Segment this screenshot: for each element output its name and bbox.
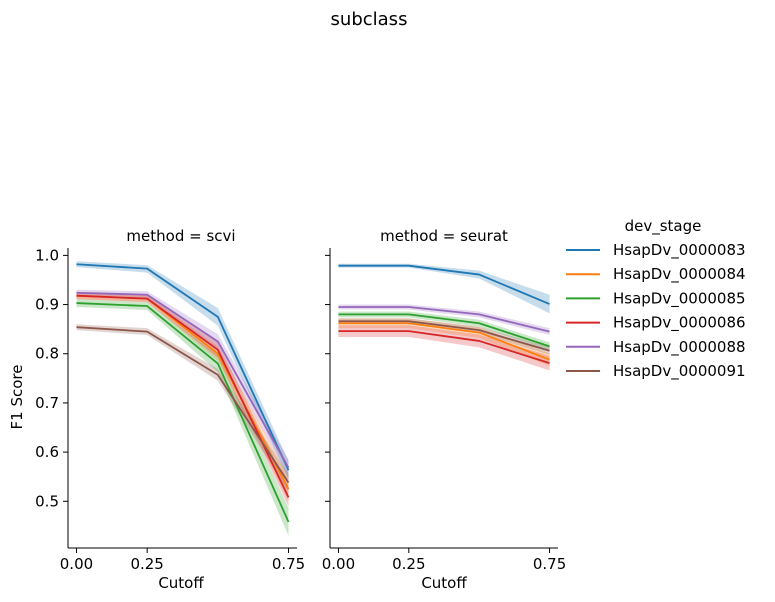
- y-tick-label: 0.7: [35, 394, 59, 412]
- series-line-seurat-hsapdv-0000086: [338, 330, 550, 364]
- x-tick-label-seurat: 0.75: [533, 555, 566, 573]
- facet-title-seurat: method = seurat: [380, 227, 508, 245]
- legend-title: dev_stage: [625, 217, 702, 236]
- series-line-scvi-hsapdv-0000086: [76, 294, 290, 498]
- y-tick-label: 0.9: [35, 296, 59, 314]
- ci-band-scvi-hsapdv-0000083: [76, 261, 289, 480]
- legend-label-hsapdv-0000083: HsapDv_0000083: [613, 241, 746, 260]
- series-line-seurat-hsapdv-0000085: [338, 313, 550, 348]
- ci-band-seurat-hsapdv-0000083: [338, 263, 550, 314]
- legend-label-hsapdv-0000091: HsapDv_0000091: [613, 362, 746, 381]
- facet-title-scvi: method = scvi: [126, 227, 235, 245]
- series-line-seurat-hsapdv-0000088: [338, 306, 550, 333]
- y-axis-label: F1 Score: [8, 365, 26, 430]
- series-line-scvi-hsapdv-0000088: [76, 291, 290, 469]
- x-tick-label-seurat: 0.00: [322, 555, 355, 573]
- y-tick-label: 0.6: [35, 443, 59, 461]
- y-tick-label: 1.0: [35, 246, 59, 264]
- facet-plot-scvi: 0.00 0.25 0.75 0.5 0.6 0.7 0.8 0.9 1.0: [35, 246, 305, 573]
- ci-band-seurat-hsapdv-0000086: [338, 325, 550, 371]
- x-tick-label-scvi: 0.25: [130, 555, 163, 573]
- legend-label-hsapdv-0000088: HsapDv_0000088: [613, 338, 746, 357]
- legend-label-hsapdv-0000085: HsapDv_0000085: [613, 289, 746, 308]
- series-line-scvi-hsapdv-0000083: [76, 263, 290, 471]
- x-tick-label-seurat: 0.25: [392, 555, 425, 573]
- x-tick-label-scvi: 0.75: [272, 555, 305, 573]
- series-line-seurat-hsapdv-0000091: [338, 320, 550, 352]
- y-tick-label: 0.8: [35, 345, 59, 363]
- chart-title: subclass: [331, 9, 408, 30]
- x-tick-label-scvi: 0.00: [60, 555, 93, 573]
- series-line-scvi-hsapdv-0000085: [76, 302, 290, 523]
- legend-label-hsapdv-0000084: HsapDv_0000084: [613, 265, 746, 284]
- ci-band-scvi-hsapdv-0000091: [76, 324, 289, 492]
- facet-plot-seurat: 0.00 0.25 0.75: [322, 248, 566, 573]
- series-line-scvi-hsapdv-0000091: [76, 326, 290, 484]
- x-axis-label-seurat: Cutoff: [421, 574, 467, 592]
- series-line-seurat-hsapdv-0000083: [338, 264, 550, 305]
- legend-label-hsapdv-0000086: HsapDv_0000086: [613, 314, 746, 333]
- legend: dev_stage HsapDv_0000083 HsapDv_0000084 Hs…: [566, 217, 746, 381]
- y-tick-label: 0.5: [35, 492, 59, 510]
- x-axis-label-scvi: Cutoff: [158, 574, 204, 592]
- series-line-seurat-hsapdv-0000084: [338, 322, 550, 361]
